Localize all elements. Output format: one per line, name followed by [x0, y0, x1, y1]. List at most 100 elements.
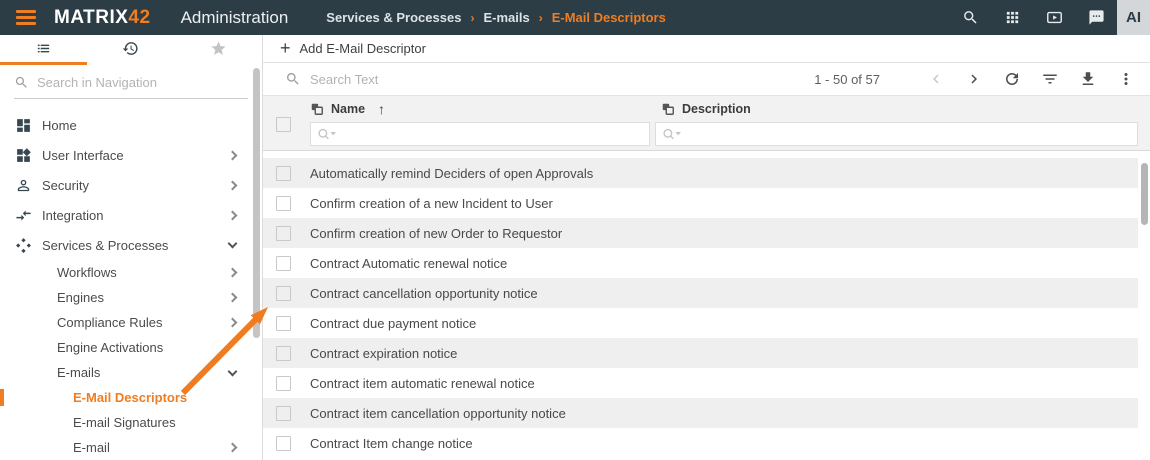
filter-search-icon — [318, 128, 336, 140]
apps-button[interactable] — [991, 0, 1033, 35]
sidebar-item-e-mail[interactable]: E-mail — [0, 435, 262, 460]
sort-ascending-icon: ↑ — [378, 101, 386, 117]
table-row[interactable]: Contract item cancellation opportunity n… — [263, 398, 1138, 428]
row-name-cell: Confirm creation of new Order to Request… — [310, 225, 563, 241]
services-icon — [15, 237, 32, 254]
table-row[interactable]: Contract item automatic renewal notice — [263, 368, 1138, 398]
pagination-label: 1 - 50 of 57 — [814, 71, 880, 87]
filter-button[interactable] — [1040, 69, 1060, 89]
table-row[interactable]: Contract Item change notice — [263, 428, 1138, 458]
sidebar-item-label: Workflows — [57, 265, 117, 280]
select-all-checkbox[interactable] — [276, 117, 291, 132]
sidebar-item-e-mails[interactable]: E-mails — [0, 360, 262, 385]
localizable-field-icon — [310, 102, 324, 116]
prev-page-button[interactable] — [926, 69, 946, 89]
download-icon — [1079, 70, 1097, 88]
add-button-label: Add E-Mail Descriptor — [299, 41, 426, 56]
row-name-cell: Contract item cancellation opportunity n… — [310, 405, 566, 421]
row-checkbox[interactable] — [276, 285, 291, 301]
tab-favorites[interactable] — [175, 35, 262, 62]
sidebar-item-workflows[interactable]: Workflows — [0, 260, 262, 285]
sidebar-item-label: Security — [42, 177, 89, 193]
kebab-icon — [1117, 70, 1135, 88]
sidebar: Home User Interface Security Integration Ser… — [0, 35, 263, 460]
row-checkbox[interactable] — [276, 195, 291, 211]
row-name-cell: Contract cancellation opportunity notice — [310, 285, 538, 301]
sidebar-scrollbar[interactable] — [253, 68, 260, 338]
sidebar-item-label: E-mails — [57, 365, 101, 380]
chat-button[interactable] — [1075, 0, 1117, 35]
column-header-name[interactable]: Name ↑ — [310, 100, 385, 118]
row-checkbox[interactable] — [276, 345, 291, 361]
filter-search-icon — [663, 128, 681, 140]
matrix42-logo: MATRIX42 — [54, 6, 151, 28]
person-icon — [15, 177, 32, 194]
grid-scrollbar[interactable] — [1141, 163, 1148, 225]
row-checkbox[interactable] — [276, 255, 291, 271]
row-checkbox[interactable] — [276, 405, 291, 421]
search-icon — [15, 76, 27, 88]
ai-assistant-button[interactable]: AI — [1117, 0, 1150, 35]
description-filter-input[interactable] — [683, 123, 1137, 145]
table-row[interactable]: Automatically remind Deciders of open Ap… — [263, 158, 1138, 188]
breadcrumb-item[interactable]: E-Mail Descriptors — [551, 10, 666, 25]
export-button[interactable] — [1078, 69, 1098, 89]
column-label: Description — [682, 102, 751, 116]
sidebar-item-label: Engine Activations — [57, 340, 164, 355]
column-label: Name — [331, 102, 366, 116]
action-toolbar: + Add E-Mail Descriptor — [263, 35, 1150, 63]
sidebar-item-home[interactable]: Home — [0, 110, 262, 140]
row-checkbox[interactable] — [276, 375, 291, 391]
table-row[interactable]: Confirm creation of a new Incident to Us… — [263, 188, 1138, 218]
row-name-cell: Contract Item change notice — [310, 435, 473, 451]
video-icon — [1046, 9, 1063, 26]
table-row[interactable]: Contract Automatic renewal notice — [263, 248, 1138, 278]
table-row[interactable]: Contract due payment notice — [263, 308, 1138, 338]
chat-icon — [1088, 9, 1105, 26]
row-checkbox[interactable] — [276, 435, 291, 451]
sidebar-item-engines[interactable]: Engines — [0, 285, 262, 310]
sidebar-item-security[interactable]: Security — [0, 170, 262, 200]
sidebar-item-compliance-rules[interactable]: Compliance Rules — [0, 310, 262, 335]
name-filter-input[interactable] — [338, 123, 649, 145]
next-page-button[interactable] — [964, 69, 984, 89]
row-checkbox[interactable] — [276, 315, 291, 331]
sidebar-item-engine-activations[interactable]: Engine Activations — [0, 335, 262, 360]
sidebar-item-services-processes[interactable]: Services & Processes — [0, 230, 262, 260]
add-email-descriptor-button[interactable]: + Add E-Mail Descriptor — [280, 39, 426, 57]
more-actions-button[interactable] — [1116, 69, 1136, 89]
sidebar-item-integration[interactable]: Integration — [0, 200, 262, 230]
tab-navigation[interactable] — [0, 35, 88, 65]
tab-history[interactable] — [87, 35, 174, 62]
grid-search-input[interactable] — [310, 71, 815, 87]
hamburger-menu-icon[interactable] — [16, 10, 36, 25]
breadcrumb-separator: › — [538, 10, 543, 25]
sidebar-item-e-mail-signatures[interactable]: E-mail Signatures — [0, 410, 262, 435]
row-name-cell: Contract due payment notice — [310, 315, 477, 331]
row-checkbox[interactable] — [276, 165, 291, 181]
sidebar-item-label: Home — [42, 117, 77, 133]
search-button[interactable] — [949, 0, 991, 35]
breadcrumb-item[interactable]: Services & Processes — [326, 10, 462, 25]
refresh-button[interactable] — [1002, 69, 1022, 89]
table-row[interactable]: Confirm creation of new Order to Request… — [263, 218, 1138, 248]
sidebar-item-user-interface[interactable]: User Interface — [0, 140, 262, 170]
breadcrumb-item[interactable]: E-mails — [483, 10, 530, 25]
table-row[interactable]: Contract cancellation opportunity notice — [263, 278, 1138, 308]
sidebar-item-e-mail-descriptors[interactable]: E-Mail Descriptors — [0, 385, 262, 410]
chevron-right-icon — [227, 317, 238, 328]
row-name-cell: Automatically remind Deciders of open Ap… — [310, 165, 594, 181]
list-icon — [35, 40, 52, 57]
column-header-description[interactable]: Description — [661, 100, 751, 118]
sidebar-item-label: Services & Processes — [42, 237, 169, 253]
sidebar-item-label: Engines — [57, 290, 104, 305]
sidebar-item-label: Integration — [42, 207, 104, 223]
table-row[interactable]: Contract expiration notice — [263, 338, 1138, 368]
localizable-field-icon — [661, 102, 675, 116]
sidebar-item-label: E-mail — [73, 440, 110, 455]
chevron-right-icon — [227, 267, 238, 278]
chevron-right-icon — [227, 292, 238, 303]
sidebar-search-input[interactable] — [37, 75, 248, 90]
row-checkbox[interactable] — [276, 225, 291, 241]
media-button[interactable] — [1033, 0, 1075, 35]
